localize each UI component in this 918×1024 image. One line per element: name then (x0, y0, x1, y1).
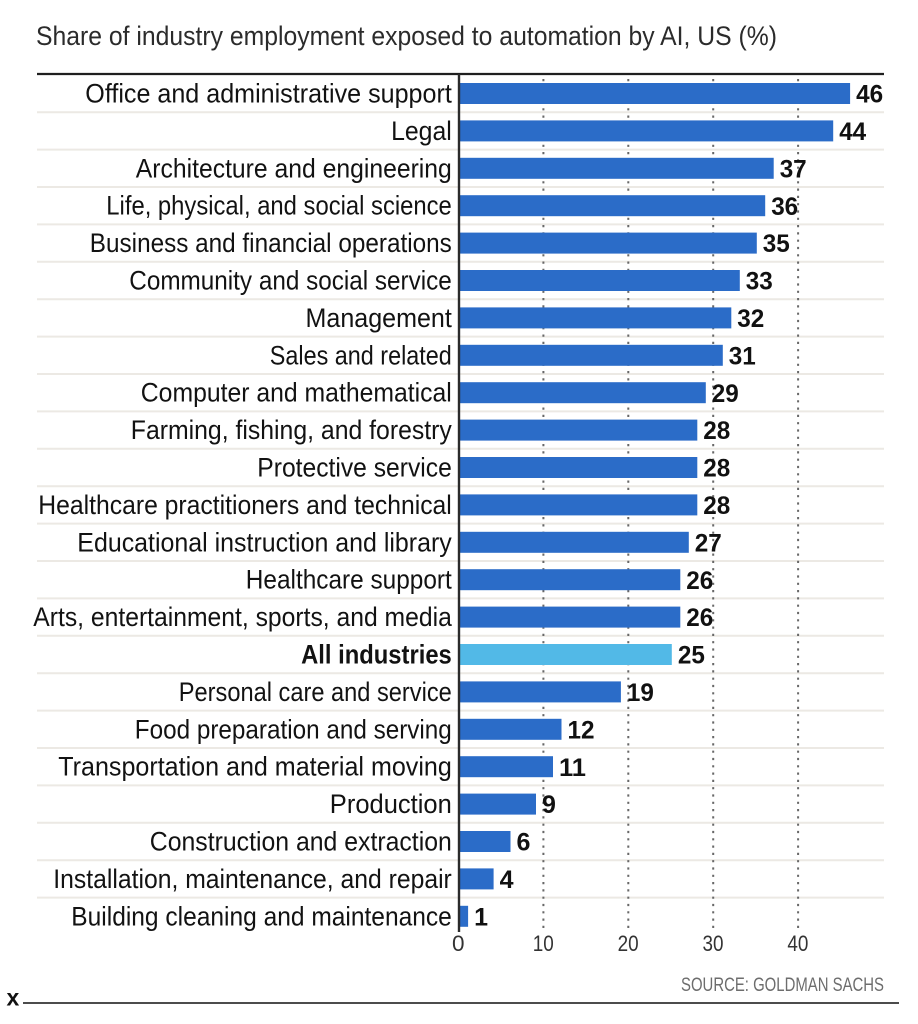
svg-text:27: 27 (695, 529, 722, 557)
svg-text:Architecture and engineering: Architecture and engineering (136, 153, 452, 183)
svg-text:Production: Production (330, 789, 452, 819)
svg-text:Share of industry employment e: Share of industry employment exposed to … (36, 21, 777, 51)
svg-text:37: 37 (780, 155, 807, 183)
svg-text:Protective service: Protective service (257, 453, 452, 483)
svg-text:Community and social service: Community and social service (129, 266, 452, 296)
svg-text:Construction and extraction: Construction and extraction (150, 827, 452, 857)
svg-text:30: 30 (703, 931, 724, 956)
svg-text:All industries: All industries (301, 640, 452, 670)
svg-text:Business and financial operati: Business and financial operations (90, 228, 452, 258)
svg-text:36: 36 (771, 193, 798, 221)
svg-text:Transportation and material mo: Transportation and material moving (58, 752, 452, 782)
svg-text:26: 26 (686, 604, 713, 632)
svg-text:32: 32 (737, 305, 764, 333)
svg-text:Installation, maintenance, and: Installation, maintenance, and repair (53, 864, 452, 894)
svg-text:28: 28 (703, 455, 730, 483)
svg-text:Healthcare support: Healthcare support (246, 565, 453, 595)
svg-text:44: 44 (839, 118, 866, 146)
svg-text:9: 9 (542, 791, 556, 819)
svg-text:26: 26 (686, 567, 713, 595)
svg-text:19: 19 (627, 679, 654, 707)
svg-text:28: 28 (703, 417, 730, 445)
svg-text:6: 6 (517, 829, 531, 857)
svg-text:28: 28 (703, 492, 730, 520)
svg-text:46: 46 (856, 81, 883, 109)
svg-text:Food preparation and serving: Food preparation and serving (135, 714, 452, 744)
svg-text:40: 40 (787, 931, 808, 956)
svg-text:Educational instruction and li: Educational instruction and library (77, 527, 452, 557)
svg-text:4: 4 (500, 866, 514, 894)
svg-text:0: 0 (452, 931, 465, 956)
svg-text:Building cleaning and maintena: Building cleaning and maintenance (71, 901, 452, 931)
svg-text:Healthcare practitioners and t: Healthcare practitioners and technical (38, 490, 452, 520)
svg-text:10: 10 (533, 931, 554, 956)
svg-text:1: 1 (474, 903, 488, 931)
svg-text:35: 35 (763, 230, 790, 258)
svg-text:Management: Management (306, 303, 453, 333)
svg-text:Arts, entertainment, sports, a: Arts, entertainment, sports, and media (33, 602, 452, 632)
svg-text:Sales and related: Sales and related (270, 340, 452, 370)
svg-text:Farming, fishing, and forestry: Farming, fishing, and forestry (131, 415, 453, 445)
svg-text:Legal: Legal (391, 116, 452, 146)
svg-text:25: 25 (678, 642, 705, 670)
svg-text:33: 33 (746, 268, 773, 296)
svg-text:12: 12 (568, 716, 595, 744)
svg-text:20: 20 (618, 931, 639, 956)
svg-text:Life, physical, and social sci: Life, physical, and social science (106, 191, 452, 221)
svg-text:31: 31 (729, 342, 756, 370)
svg-text:SOURCE: GOLDMAN SACHS: SOURCE: GOLDMAN SACHS (681, 975, 884, 996)
svg-text:Personal care and service: Personal care and service (179, 677, 452, 707)
svg-text:11: 11 (559, 754, 586, 782)
svg-text:x: x (7, 985, 20, 1011)
svg-text:29: 29 (712, 380, 739, 408)
svg-text:Computer and mathematical: Computer and mathematical (141, 378, 452, 408)
svg-text:Office and administrative supp: Office and administrative support (85, 79, 452, 109)
